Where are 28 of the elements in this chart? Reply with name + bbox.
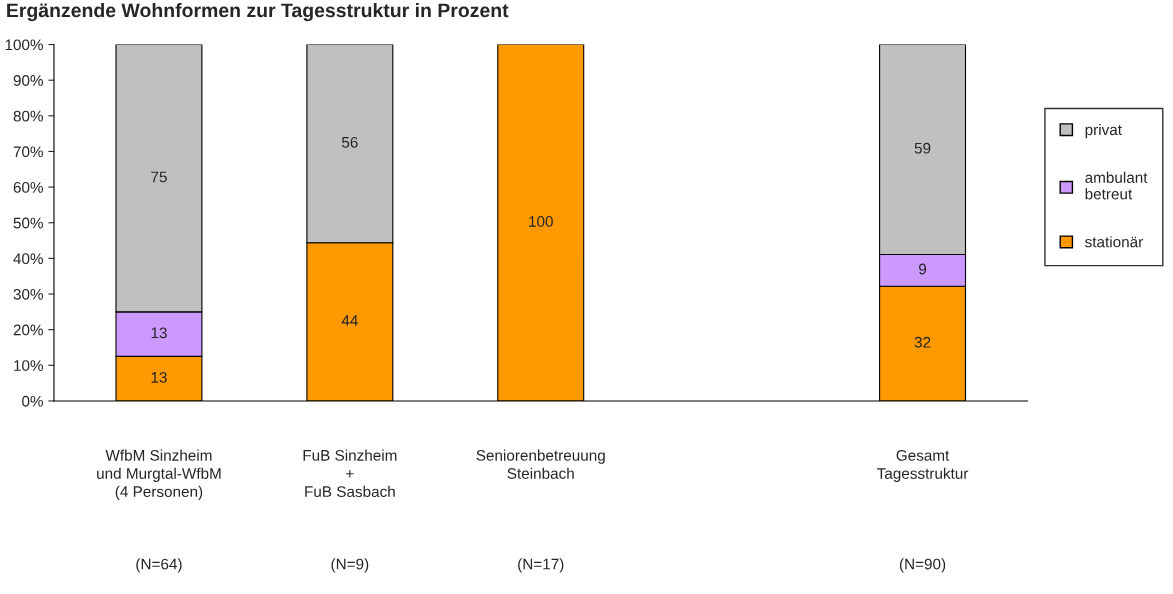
data-label: 56: [341, 136, 358, 148]
data-label: 9: [919, 263, 927, 275]
chart-title: Ergänzende Wohnformen zur Tagesstruktur in Prozent: [7, 2, 509, 22]
category-label: FuB Sinzheim + FuB Sasbach (N=9): [303, 449, 397, 573]
data-label: 75: [151, 171, 167, 183]
legend-label: stationär: [1085, 236, 1143, 248]
y-tick-label: 20%: [13, 324, 43, 336]
y-tick-label: 50%: [13, 217, 43, 229]
legend-label: privat: [1085, 123, 1122, 139]
category-label: Gesamt Tagesstruktur (N=90): [877, 449, 969, 573]
y-tick-label: 10%: [14, 360, 43, 371]
y-tick-label: 100%: [5, 39, 43, 51]
data-label: 100: [529, 216, 553, 227]
y-tick-label: 90%: [13, 75, 43, 86]
data-label: 13: [151, 371, 167, 383]
data-label: 44: [341, 315, 358, 326]
data-label: 59: [914, 142, 931, 154]
y-tick-label: 60%: [13, 181, 43, 193]
data-label: 13: [151, 327, 167, 339]
category-label: WfbM Sinzheim und Murgtal-WfbM (4 Personen) (N=64): [97, 449, 221, 573]
y-tick-label: 30%: [13, 288, 43, 300]
y-tick-label: 0%: [22, 395, 43, 407]
y-tick-label: 70%: [13, 146, 43, 158]
y-tick-label: 80%: [13, 110, 43, 122]
legend-label: ambulant betreut: [1085, 171, 1148, 200]
category-label: Seniorenbetreuung Steinbach (N=17): [476, 449, 605, 573]
data-label: 32: [914, 336, 931, 348]
y-tick-label: 40%: [13, 253, 43, 265]
